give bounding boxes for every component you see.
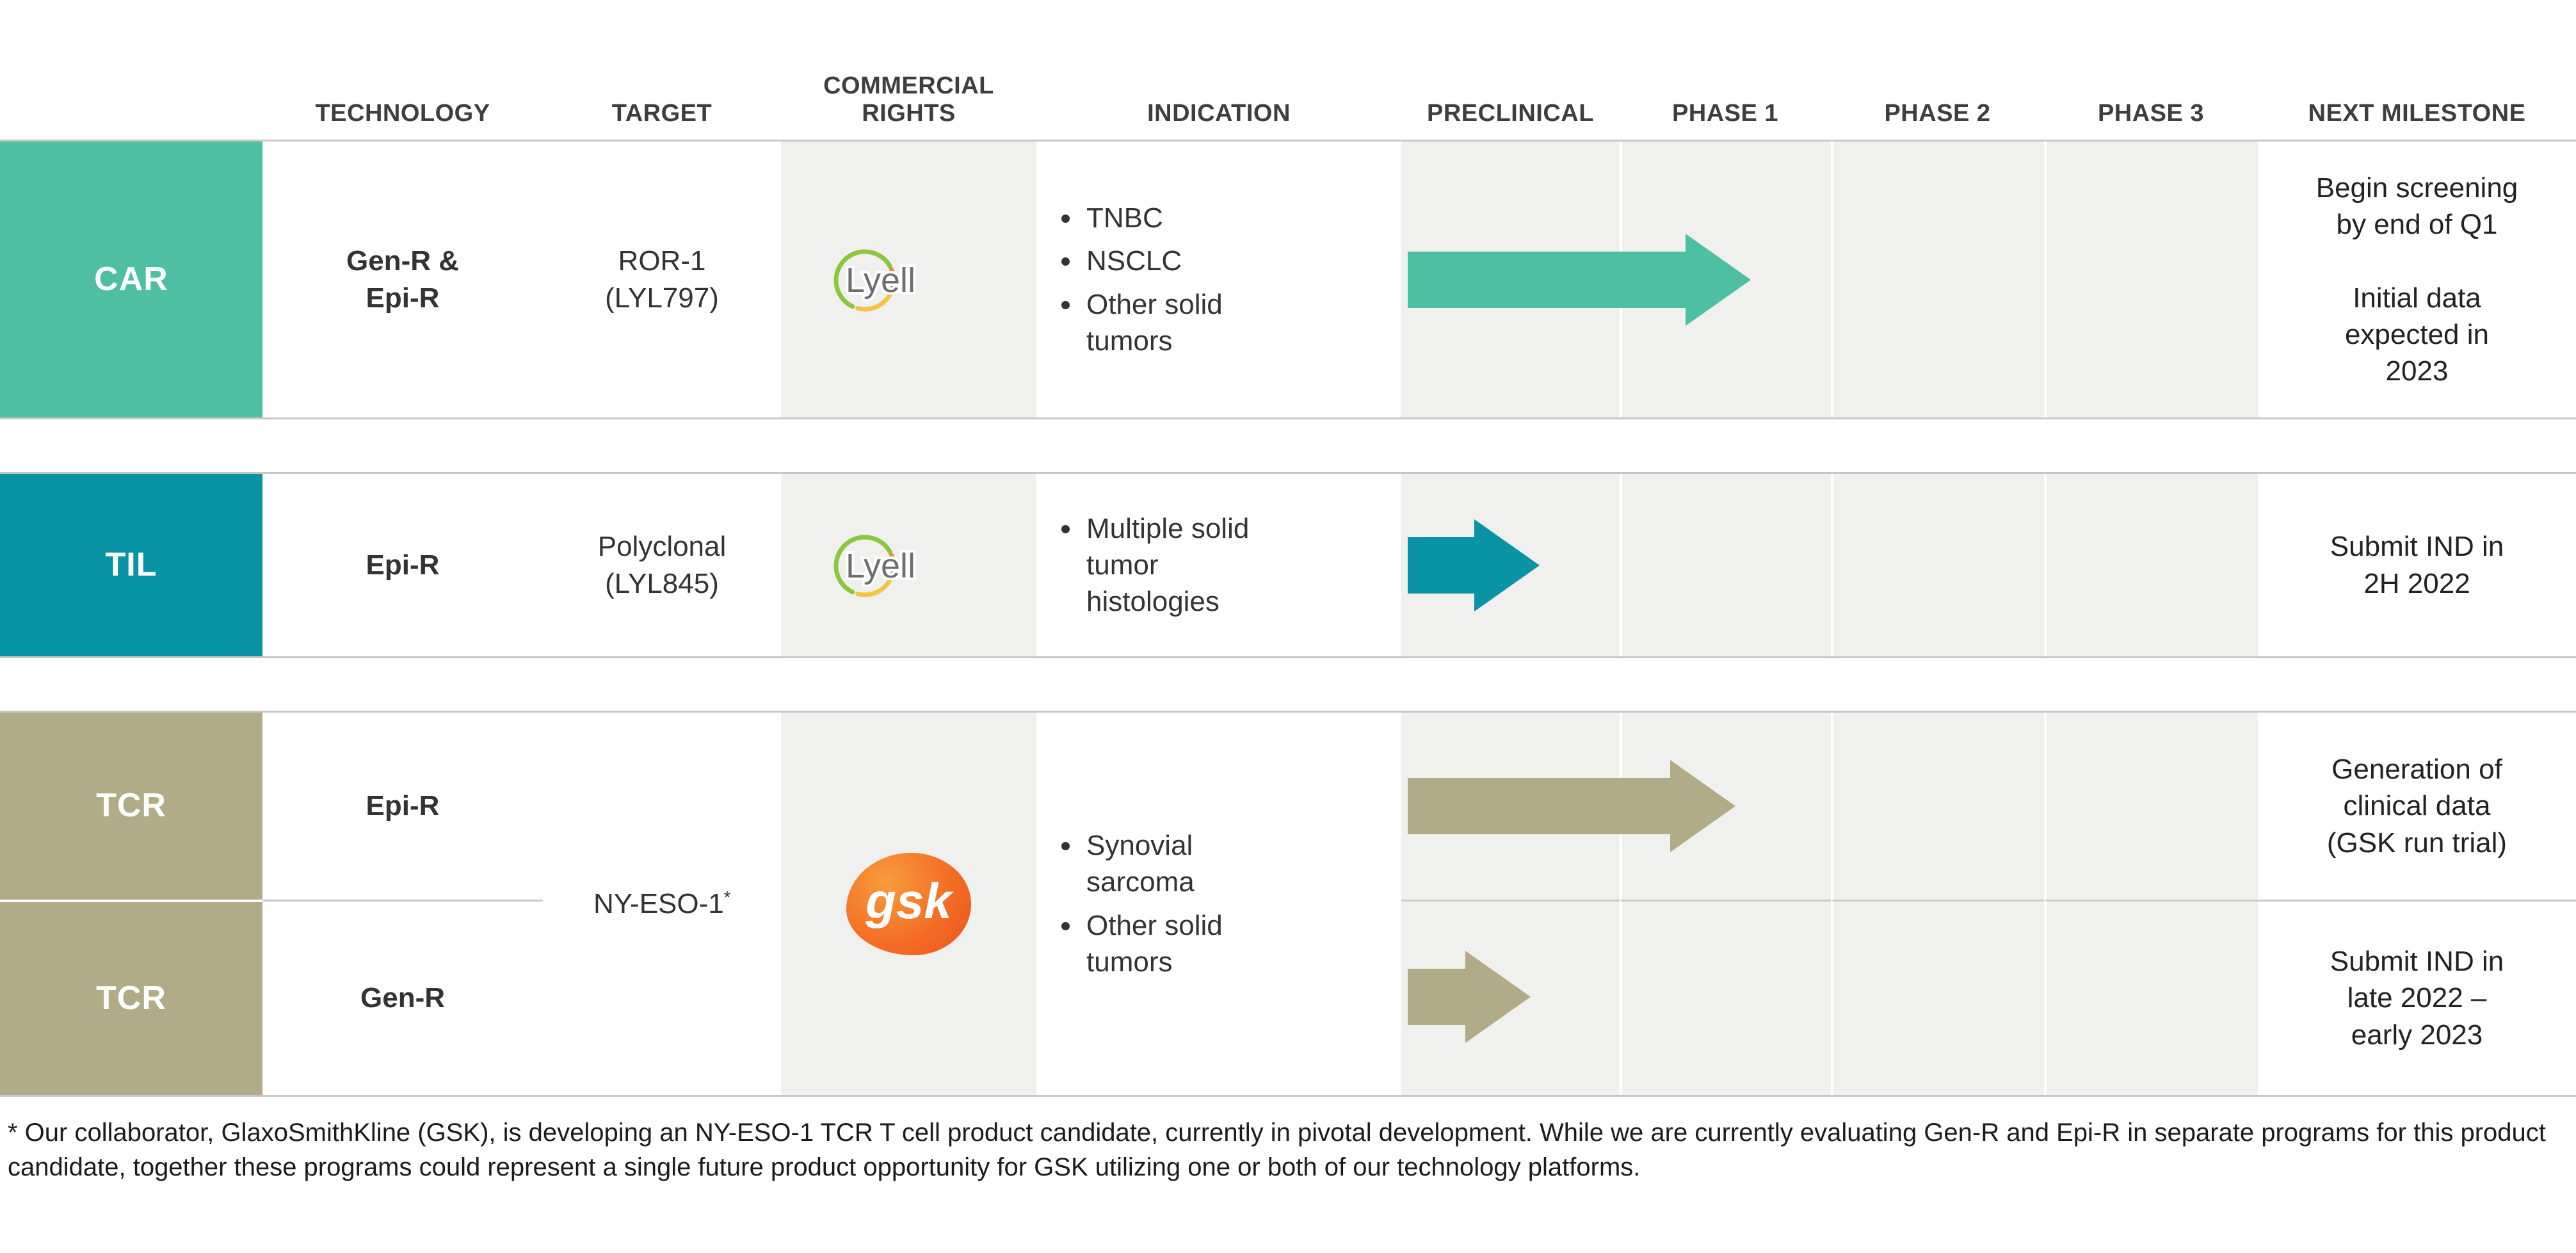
target-label: NY-ESO-1*: [593, 885, 730, 922]
progress-arrow-car: [1408, 233, 1751, 326]
column-header-commercial-rights: COMMERCIAL RIGHTS: [823, 72, 994, 127]
technology-cell-tcr-epir: Epi-R: [366, 790, 440, 822]
lyell-logo: Lyell: [833, 535, 918, 597]
commercial-rights-cell-til: Lyell: [781, 474, 1036, 656]
phase3-cell-til: [2044, 474, 2258, 656]
commercial-rights-cell-car: Lyell: [781, 141, 1036, 417]
technology-cell-til: Epi-R: [366, 549, 440, 581]
phase3-cell-tcr-genr: [2044, 900, 2258, 1095]
phase3-cell-tcr-epir: [2044, 713, 2258, 900]
lyell-logo: Lyell: [833, 249, 918, 311]
technology-cell-car: Gen-R & Epi-R: [346, 245, 459, 314]
program-type-badge-til: TIL: [0, 474, 262, 656]
indication-list: TNBC NSCLC Other solid tumors: [1036, 193, 1298, 366]
row-til: TIL Epi-R Polyclonal (LYL845) Lyell Mult…: [0, 472, 2576, 658]
program-type-badge-tcr-epir: TCR: [0, 713, 262, 900]
row-group-tcr: TCR Epi-R NY-ESO-1* gsk Synovial sarcoma…: [0, 711, 2576, 1097]
gsk-logo-text: gsk: [865, 872, 952, 929]
arrow-body: [1408, 537, 1474, 594]
program-type-badge-car: CAR: [0, 141, 262, 417]
lyell-logo-text: Lyell: [846, 261, 915, 300]
progress-arrow-tcr-genr: [1408, 951, 1531, 1043]
column-header-indication: INDICATION: [1147, 100, 1291, 127]
phase2-cell-tcr-epir: [1831, 713, 2044, 900]
next-milestone-cell-til: Submit IND in 2H 2022: [2330, 531, 2504, 599]
arrow-body: [1408, 251, 1686, 308]
column-header-next-milestone: NEXT MILESTONE: [2308, 100, 2526, 127]
arrow-body: [1408, 969, 1465, 1025]
technology-cell-tcr-genr: Gen-R: [262, 900, 543, 1095]
target-cell-car: ROR-1 (LYL797): [605, 245, 719, 314]
column-header-phase3: PHASE 3: [2097, 100, 2205, 127]
indication-list: Multiple solid tumor histologies: [1036, 504, 1298, 627]
arrow-head-icon: [1686, 233, 1751, 326]
indication-item: Multiple solid tumor histologies: [1083, 510, 1298, 620]
program-type-badge-tcr-genr: TCR: [0, 900, 262, 1095]
column-header-phase2: PHASE 2: [1884, 100, 1991, 127]
next-milestone-cell-tcr-epir: Generation of clinical data (GSK run tri…: [2326, 754, 2508, 859]
gsk-logo: gsk: [846, 852, 971, 955]
header-spacer: [0, 128, 262, 140]
indication-cell-til: Multiple solid tumor histologies: [1036, 474, 1401, 656]
target-cell-tcr-shared: NY-ESO-1*: [543, 713, 781, 1095]
pipeline-header: TECHNOLOGY TARGET COMMERCIAL RIGHTS INDI…: [0, 0, 2576, 140]
row-car: CAR Gen-R & Epi-R ROR-1 (LYL797) Lyell T…: [0, 140, 2576, 419]
phase2-cell-car: [1831, 141, 2044, 417]
next-milestone-cell-car: Begin screening by end of Q1 Initial dat…: [2315, 172, 2518, 387]
phase1-cell-tcr-genr: [1620, 900, 1831, 1095]
lyell-logo-text: Lyell: [846, 547, 915, 585]
phase2-cell-til: [1831, 474, 2044, 656]
indication-item: NSCLC: [1083, 243, 1298, 279]
target-text: NY-ESO-1: [593, 887, 724, 919]
phase1-cell-til: [1620, 474, 1831, 656]
indication-list: Synovial sarcoma Other solid tumors: [1036, 821, 1298, 987]
indication-item: Synovial sarcoma: [1083, 827, 1298, 900]
column-header-phase1: PHASE 1: [1671, 100, 1779, 127]
column-header-technology: TECHNOLOGY: [315, 100, 490, 127]
phase3-cell-car: [2044, 141, 2258, 417]
indication-cell-tcr-shared: Synovial sarcoma Other solid tumors: [1036, 713, 1401, 1095]
column-header-preclinical: PRECLINICAL: [1427, 100, 1594, 127]
footnote-text: * Our collaborator, GlaxoSmithKline (GSK…: [8, 1119, 2546, 1181]
footnote-marker: *: [723, 887, 731, 907]
progress-arrow-tcr-epir: [1408, 760, 1735, 852]
arrow-head-icon: [1465, 951, 1531, 1043]
indication-item: Other solid tumors: [1083, 286, 1298, 359]
next-milestone-cell-tcr-genr: Submit IND in late 2022 – early 2023: [2258, 900, 2576, 1095]
indication-cell-car: TNBC NSCLC Other solid tumors: [1036, 141, 1401, 417]
phase2-cell-tcr-genr: [1831, 900, 2044, 1095]
column-header-target: TARGET: [611, 100, 712, 127]
commercial-rights-cell-tcr-shared: gsk: [781, 713, 1036, 1095]
arrow-head-icon: [1474, 519, 1540, 611]
indication-item: Other solid tumors: [1083, 907, 1298, 980]
arrow-body: [1408, 778, 1670, 834]
indication-item: TNBC: [1083, 200, 1298, 236]
progress-arrow-til: [1408, 519, 1540, 611]
target-cell-til: Polyclonal (LYL845): [597, 531, 727, 599]
arrow-head-icon: [1670, 760, 1735, 852]
